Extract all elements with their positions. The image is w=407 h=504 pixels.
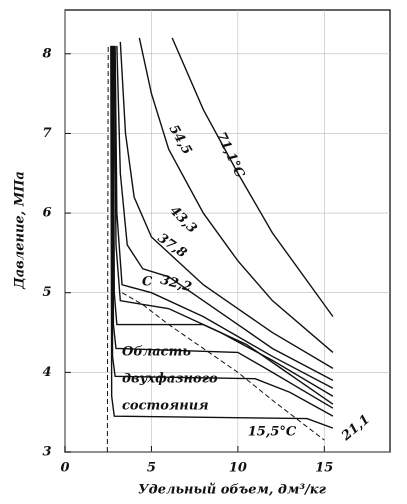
isotherm-label: 32,2 [159, 273, 193, 296]
x-tick-label: 15 [315, 461, 333, 476]
annotation: состояния [122, 399, 209, 414]
isotherm [110, 45, 334, 417]
isotherm [138, 37, 334, 353]
isotherm [119, 41, 334, 369]
isotherm-label: 71,1°C [213, 130, 247, 181]
saturation-curve [106, 45, 109, 453]
isotherm [110, 45, 334, 429]
x-axis-label: Удельный объем, дм³/кг [138, 483, 326, 498]
y-tick-label: 8 [42, 46, 51, 61]
isotherm [111, 45, 334, 409]
isotherm [112, 45, 334, 405]
saturation-curve [121, 292, 325, 441]
y-axis-label: Давление, МПа [13, 171, 28, 290]
isotherm-label: 15,5°C [248, 425, 297, 440]
isotherm [113, 45, 334, 397]
annotation: C [142, 275, 153, 290]
isotherm [116, 45, 334, 381]
y-tick-label: 7 [42, 126, 51, 141]
annotation: Область [122, 345, 191, 360]
y-tick-label: 4 [42, 365, 51, 380]
isotherm-label: 43,3 [166, 203, 199, 236]
x-tick-label: 0 [60, 461, 69, 476]
x-tick-label: 10 [229, 461, 247, 476]
annotation: двухфазного [122, 372, 218, 387]
y-tick-label: 3 [42, 445, 51, 460]
isotherm [114, 45, 334, 389]
x-tick-label: 5 [147, 461, 156, 476]
isotherm [171, 37, 334, 318]
y-tick-label: 5 [42, 285, 51, 300]
isotherm-label: 21,1 [338, 412, 373, 444]
y-tick-label: 6 [42, 206, 51, 221]
